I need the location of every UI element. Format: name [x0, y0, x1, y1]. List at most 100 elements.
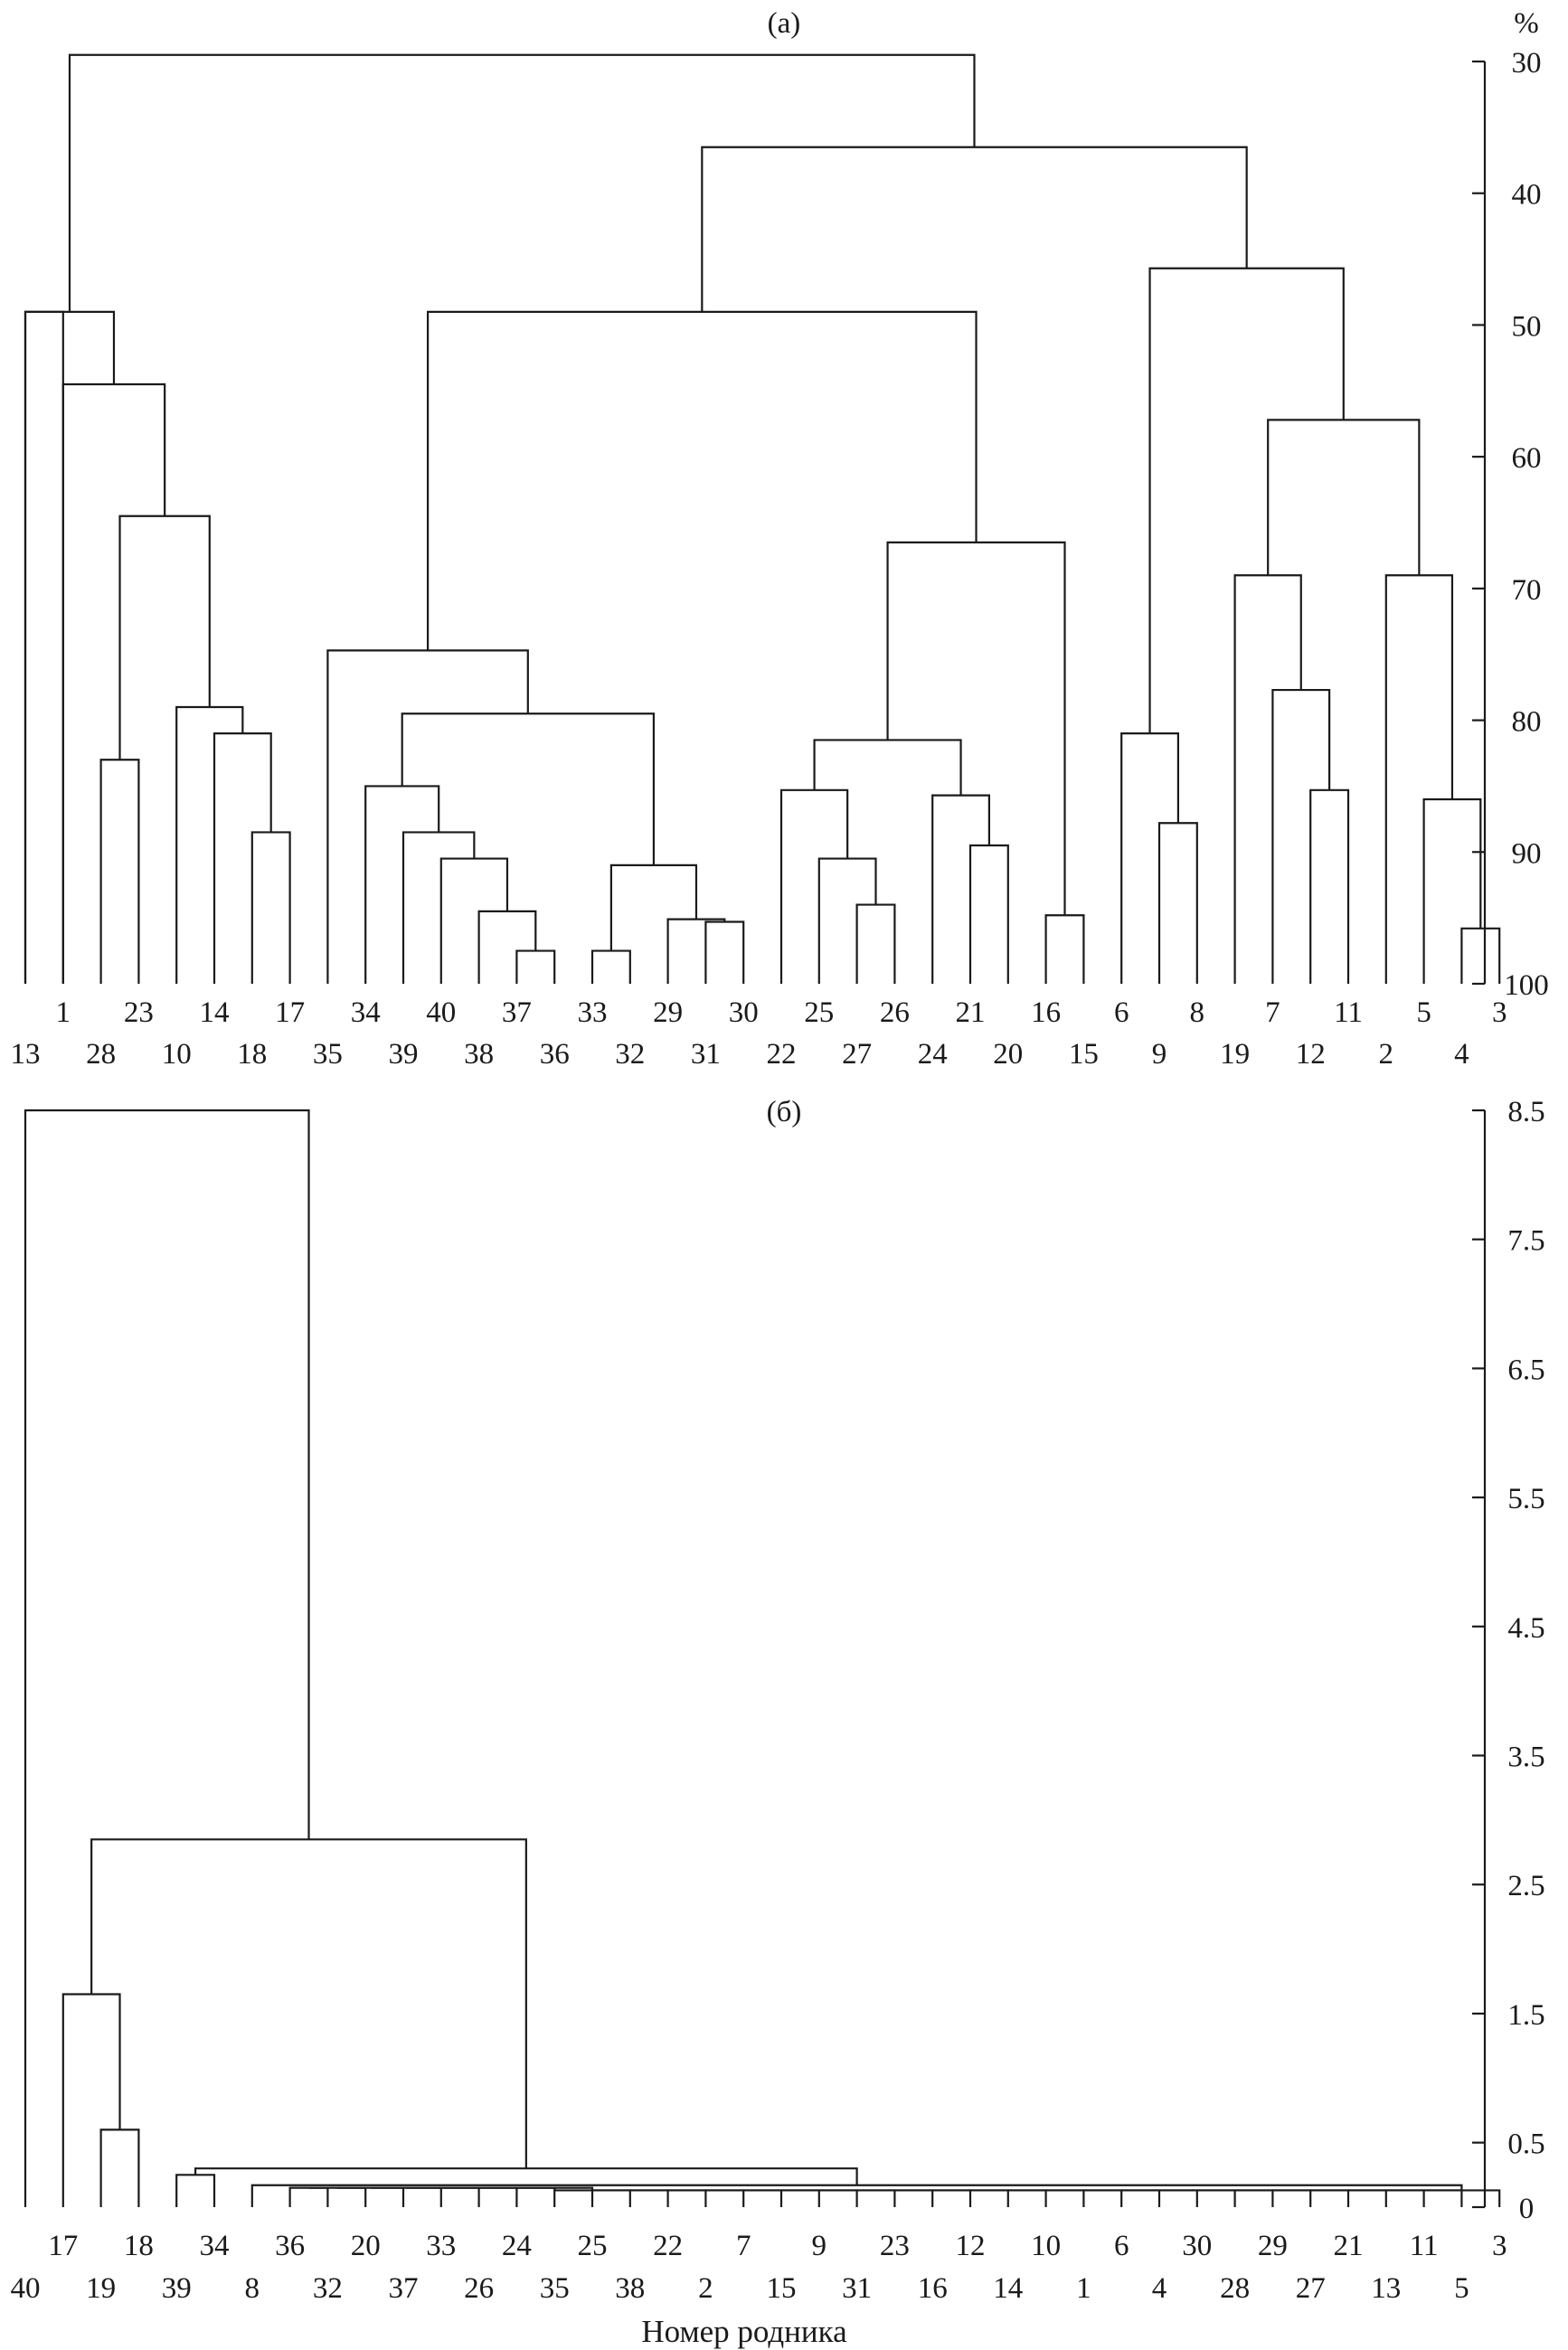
dendrogram-link	[817, 857, 877, 984]
dendrogram-link	[1157, 822, 1198, 984]
leaf-label: 19	[86, 2272, 116, 2305]
leaf-label: 17	[48, 2230, 78, 2262]
leaf-label: 4	[1152, 2272, 1167, 2305]
leaf-label: 13	[11, 1038, 41, 1071]
leaf-label: 7	[1265, 996, 1280, 1029]
leaf-label: 26	[464, 2272, 494, 2305]
dendrogram-link	[90, 1838, 527, 2169]
leaf-label: 39	[162, 2272, 192, 2305]
panel-a-y-axis: 30 40 50 60 70 80 90 100	[1472, 47, 1549, 1002]
dendrogram-link	[1233, 574, 1302, 984]
leaf-label: 2	[698, 2272, 713, 2305]
y-tick-label: 1.5	[1507, 1999, 1544, 2032]
dendrogram-link	[590, 949, 631, 984]
leaf-label: 8	[1190, 996, 1205, 1029]
leaf-label: 21	[956, 996, 986, 1029]
leaf-label: 21	[1334, 2230, 1364, 2262]
dendrogram-link	[931, 794, 990, 984]
dendrogram-link	[968, 844, 1009, 984]
leaf-label: 30	[729, 996, 759, 1029]
y-tick-label: 100	[1504, 969, 1549, 1002]
leaf-label: 31	[691, 1038, 721, 1071]
leaf-label: 23	[124, 996, 154, 1029]
leaf-label: 7	[736, 2230, 751, 2262]
dendrogram-link	[1044, 914, 1085, 984]
panel-a-label: (а)	[768, 7, 801, 40]
dendrogram-link	[68, 53, 976, 312]
y-tick-label: 40	[1512, 179, 1542, 212]
leaf-label: 39	[389, 1038, 419, 1071]
leaf-label: 38	[464, 1038, 494, 1071]
leaf-label: 36	[540, 1038, 570, 1071]
y-tick-label: 7.5	[1507, 1225, 1544, 1258]
leaf-label: 19	[1220, 1038, 1250, 1071]
leaf-label: 20	[993, 1038, 1023, 1071]
leaf-label: 36	[275, 2230, 305, 2262]
leaf-label: 5	[1454, 2272, 1469, 2305]
leaf-label: 16	[918, 2272, 948, 2305]
panel-b-y-axis: 0 0.5 1.5 2.5 3.5 4.5 5.5 6.5 7.5 8.5	[1472, 1096, 1545, 2225]
y-tick-label: 3.5	[1507, 1741, 1544, 1774]
dendrogram-link	[516, 2186, 594, 2207]
dendrogram-link	[336, 2186, 405, 2207]
leaf-label: 29	[1258, 2230, 1288, 2262]
leaf-label: 9	[1152, 1038, 1167, 1071]
leaf-label: 40	[426, 996, 456, 1029]
dendrogram-link	[855, 903, 896, 984]
leaf-label: 11	[1410, 2230, 1439, 2262]
leaf-label: 37	[502, 996, 532, 1029]
leaf-label: 28	[1220, 2272, 1250, 2305]
leaf-label: 35	[540, 2272, 570, 2305]
leaf-label: 38	[615, 2272, 645, 2305]
panel-a-leaf-labels: 1312823101418173534394038373633322931302…	[11, 996, 1507, 1071]
dendrogram-link	[175, 705, 244, 984]
dendrogram-link	[288, 2186, 329, 2207]
leaf-label: 23	[880, 2230, 910, 2262]
dendrogram-link	[308, 2186, 367, 2207]
dendrogram-link	[1460, 927, 1501, 984]
y-tick-label: 0.5	[1507, 2128, 1544, 2161]
y-tick-label: 60	[1512, 442, 1542, 475]
leaf-label: 22	[653, 2230, 683, 2262]
leaf-label: 3	[1492, 996, 1507, 1029]
leaf-label: 18	[237, 1038, 267, 1071]
y-tick-label: 5.5	[1507, 1483, 1544, 1515]
dendrogram-link	[609, 864, 698, 951]
leaf-label: 34	[351, 996, 381, 1029]
leaf-label: 40	[11, 2272, 41, 2305]
leaf-label: 6	[1114, 996, 1129, 1029]
dendrogram-link	[213, 732, 272, 984]
dendrogram-link	[401, 831, 476, 984]
dendrogram-link	[1267, 419, 1421, 576]
dendrogram-link	[326, 649, 529, 984]
leaf-label: 25	[578, 2230, 608, 2262]
leaf-label: 17	[275, 996, 305, 1029]
leaf-label: 9	[812, 2230, 827, 2262]
dendrogram-link	[439, 857, 509, 984]
dendrogram-link	[1384, 574, 1454, 984]
x-axis-title: Номер родника	[641, 2314, 847, 2349]
leaf-label: 5	[1416, 996, 1431, 1029]
leaf-label: 31	[842, 2272, 872, 2305]
leaf-label: 25	[804, 996, 834, 1029]
dendrogram-link	[364, 785, 440, 984]
leaf-label: 3	[1492, 2230, 1507, 2262]
y-tick-label: 30	[1512, 47, 1542, 80]
leaf-label: 24	[502, 2230, 532, 2262]
dendrogram-link	[194, 2167, 858, 2185]
leaf-label: 10	[162, 1038, 192, 1071]
y-tick-label: 90	[1512, 837, 1542, 870]
dendrogram-link	[515, 949, 556, 984]
leaf-label: 35	[313, 1038, 343, 1071]
leaf-label: 27	[842, 1038, 872, 1071]
leaf-label: 15	[1069, 1038, 1099, 1071]
leaf-label: 13	[1371, 2272, 1401, 2305]
y-tick-label: 8.5	[1507, 1096, 1544, 1128]
panel-b: (б) 00.51.52.53.54.55.56.57.58.5 4017191…	[11, 1096, 1545, 2349]
panel-b-tree	[24, 1109, 1501, 2207]
dendrogram-link	[24, 310, 64, 984]
panel-b-label: (б)	[767, 1096, 802, 1128]
y-tick-label: 6.5	[1507, 1354, 1544, 1386]
leaf-label: 1	[1076, 2272, 1091, 2305]
